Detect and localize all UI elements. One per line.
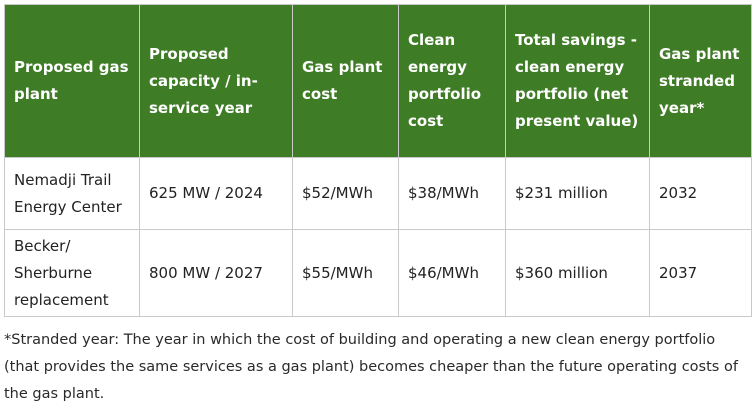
- cell-plant: Becker/ Sherburne replacement: [4, 229, 140, 317]
- cell-capacity: 800 MW / 2027: [139, 229, 293, 317]
- cell-capacity: 625 MW / 2024: [139, 157, 293, 230]
- header-gas-plant-cost: Gas plant cost: [292, 4, 399, 158]
- header-capacity-year: Proposed capacity / in-service year: [139, 4, 293, 158]
- header-proposed-gas-plant: Proposed gas plant: [4, 4, 140, 158]
- cell-savings: $231 million: [505, 157, 650, 230]
- cell-clean-cost: $46/MWh: [398, 229, 506, 317]
- cell-plant: Nemadji Trail Energy Center: [4, 157, 140, 230]
- gas-plant-comparison-table: Proposed gas plant Proposed capacity / i…: [4, 4, 752, 317]
- cell-stranded-year: 2032: [649, 157, 752, 230]
- stranded-year-footnote: *Stranded year: The year in which the co…: [4, 332, 738, 402]
- table-header-row: Proposed gas plant Proposed capacity / i…: [4, 4, 752, 158]
- table-row: Becker/ Sherburne replacement 800 MW / 2…: [4, 229, 752, 317]
- cell-stranded-year: 2037: [649, 229, 752, 317]
- header-stranded-year: Gas plant stranded year*: [649, 4, 752, 158]
- table-row: Nemadji Trail Energy Center 625 MW / 202…: [4, 157, 752, 230]
- cell-savings: $360 million: [505, 229, 650, 317]
- header-total-savings: Total savings - clean energy portfolio (…: [505, 4, 650, 158]
- cell-gas-cost: $55/MWh: [292, 229, 399, 317]
- cell-clean-cost: $38/MWh: [398, 157, 506, 230]
- cell-gas-cost: $52/MWh: [292, 157, 399, 230]
- header-clean-energy-cost: Clean energy portfolio cost: [398, 4, 506, 158]
